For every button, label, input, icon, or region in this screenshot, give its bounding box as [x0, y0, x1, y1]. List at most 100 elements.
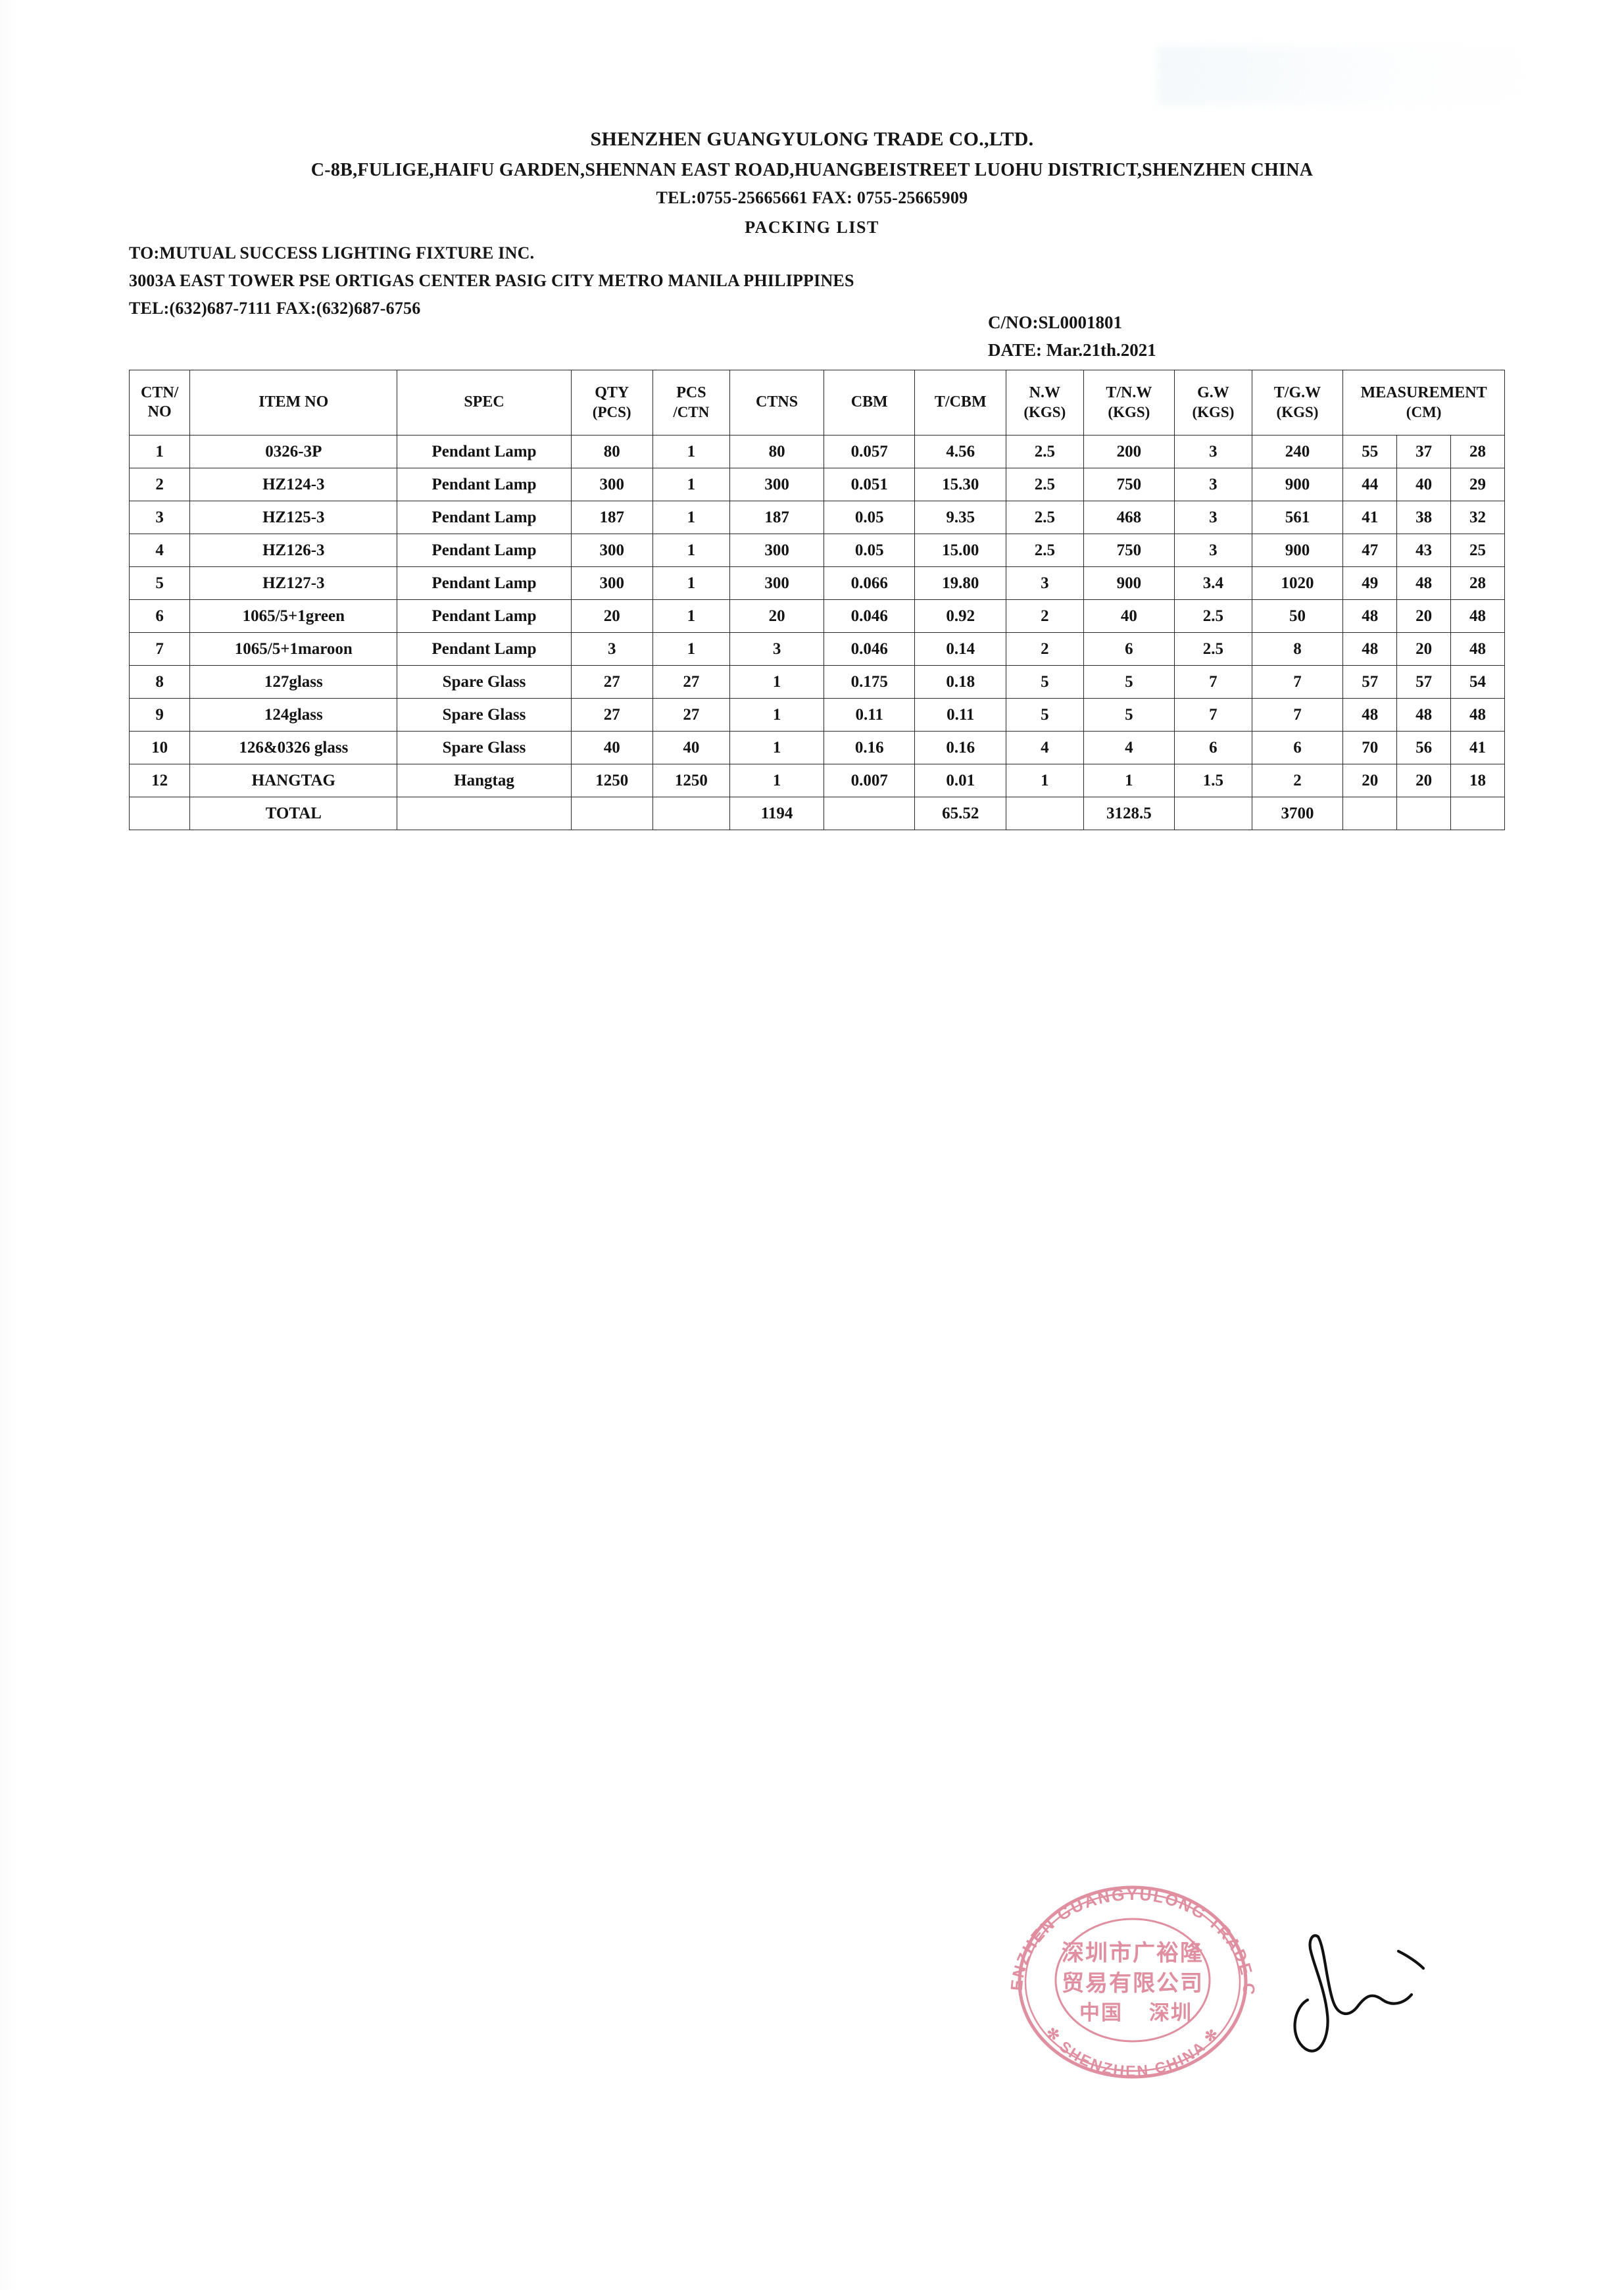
cell-pcs-per-ctn: 27 — [652, 665, 731, 699]
cell-pcs-per-ctn: 40 — [652, 731, 731, 764]
company-stamp: SHENZHEN GUANGYULONG TRADE CO. ✻ SHENZHE… — [987, 1859, 1271, 2091]
col-header-qty: QTY (PCS) — [570, 370, 653, 436]
cell-ctn-no: 3 — [128, 501, 191, 534]
cell-length: 57 — [1342, 665, 1398, 699]
cell-height: 41 — [1450, 731, 1505, 764]
svg-text:✻ SHENZHEN CHINA ✻: ✻ SHENZHEN CHINA ✻ — [1043, 2024, 1223, 2079]
svg-text:贸易有限公司: 贸易有限公司 — [1062, 1970, 1204, 1997]
cell-ctn-no: 2 — [128, 468, 191, 501]
cell-width: 48 — [1396, 698, 1451, 732]
cell-qty: 40 — [570, 731, 653, 764]
cell-cbm: 0.05 — [823, 501, 916, 534]
cell-length: 48 — [1342, 698, 1398, 732]
cell-net-weight: 5 — [1006, 698, 1084, 732]
cell-spec: Pendant Lamp — [397, 435, 572, 468]
cell-total-cbm: 19.80 — [914, 566, 1007, 600]
cell-total-net-weight: 750 — [1083, 534, 1175, 567]
total-cell-net-weight — [1006, 797, 1084, 830]
cell-width: 57 — [1396, 665, 1451, 699]
cell-spec: Pendant Lamp — [397, 599, 572, 633]
cell-cbm: 0.066 — [823, 566, 916, 600]
col-header-ctn-no: CTN/ NO — [128, 370, 191, 436]
cell-item-no: 1065/5+1maroon — [189, 632, 398, 666]
table-row: 4 HZ126-3 Pendant Lamp 300 1 300 0.05 15.00 2.5 7… — [128, 534, 1505, 567]
cell-item-no: HZ125-3 — [189, 501, 398, 534]
cell-pcs-per-ctn: 27 — [652, 698, 731, 732]
cell-item-no: 127glass — [189, 665, 398, 699]
cell-height: 25 — [1450, 534, 1505, 567]
cell-total-net-weight: 900 — [1083, 566, 1175, 600]
table-body: 1 0326-3P Pendant Lamp 80 1 80 0.057 4.56 2.5 200… — [128, 435, 1505, 830]
cell-gross-weight: 3.4 — [1174, 566, 1252, 600]
cell-gross-weight: 3 — [1174, 534, 1252, 567]
cell-qty: 300 — [570, 534, 653, 567]
table-row: 10 126&0326 glass Spare Glass 40 40 1 0.16 0.16… — [128, 731, 1505, 764]
cell-width: 56 — [1396, 731, 1451, 764]
col-header-net-weight: N.W (KGS) — [1006, 370, 1084, 436]
company-address: C-8B,FULIGE,HAIFU GARDEN,SHENNAN EAST RO… — [310, 159, 1314, 180]
cell-total-cbm: 15.00 — [914, 534, 1007, 567]
cell-pcs-per-ctn: 1 — [652, 534, 731, 567]
cell-gross-weight: 6 — [1174, 731, 1252, 764]
total-cell-ctns: 1194 — [729, 797, 824, 830]
total-cell-height — [1450, 797, 1505, 830]
cell-qty: 300 — [570, 566, 653, 600]
cell-net-weight: 2.5 — [1006, 468, 1084, 501]
company-tel-fax: TEL:0755-25665661 FAX: 0755-25665909 — [656, 187, 968, 207]
col-header-total-net-weight: T/N.W (KGS) — [1083, 370, 1175, 436]
consignee-tel-fax: TEL:(632)687-7111 FAX:(632)687-6756 — [129, 299, 421, 318]
cell-pcs-per-ctn: 1 — [652, 632, 731, 666]
cell-length: 48 — [1342, 632, 1398, 666]
cell-pcs-per-ctn: 1 — [652, 566, 731, 600]
cell-pcs-per-ctn: 1 — [652, 599, 731, 633]
carton-number: C/NO:SL0001801 — [988, 312, 1123, 332]
cell-height: 28 — [1450, 435, 1505, 468]
consignee-address: 3003A EAST TOWER PSE ORTIGAS CENTER PASI… — [129, 271, 854, 291]
col-header-qty-unit: (PCS) — [592, 403, 631, 420]
cell-qty: 27 — [570, 665, 653, 699]
cell-ctns: 1 — [729, 731, 824, 764]
col-header-pcs-unit: /CTN — [673, 403, 710, 420]
document-title: PACKING LIST — [745, 218, 879, 237]
cell-gross-weight: 2.5 — [1174, 632, 1252, 666]
cell-length: 20 — [1342, 764, 1398, 797]
cell-gross-weight: 7 — [1174, 698, 1252, 732]
total-label: TOTAL — [189, 797, 398, 830]
cell-ctns: 1 — [729, 698, 824, 732]
cell-ctns: 80 — [729, 435, 824, 468]
cell-total-gross-weight: 240 — [1251, 435, 1344, 468]
cell-ctn-no: 7 — [128, 632, 191, 666]
cell-height: 18 — [1450, 764, 1505, 797]
cell-height: 48 — [1450, 599, 1505, 633]
col-header-nw-unit: (KGS) — [1023, 403, 1066, 420]
cell-width: 20 — [1396, 632, 1451, 666]
cell-net-weight: 2 — [1006, 599, 1084, 633]
cell-spec: Pendant Lamp — [397, 534, 572, 567]
cell-gross-weight: 3 — [1174, 435, 1252, 468]
cell-total-cbm: 4.56 — [914, 435, 1007, 468]
cell-total-gross-weight: 6 — [1251, 731, 1344, 764]
cell-width: 48 — [1396, 566, 1451, 600]
total-cell-length — [1342, 797, 1398, 830]
cell-total-net-weight: 40 — [1083, 599, 1175, 633]
cell-cbm: 0.046 — [823, 632, 916, 666]
cell-gross-weight: 3 — [1174, 468, 1252, 501]
cell-cbm: 0.175 — [823, 665, 916, 699]
col-header-ctn-no-line1: CTN/ — [141, 384, 179, 401]
cell-item-no: 0326-3P — [189, 435, 398, 468]
cell-qty: 300 — [570, 468, 653, 501]
cell-pcs-per-ctn: 1 — [652, 468, 731, 501]
cell-qty: 1250 — [570, 764, 653, 797]
col-header-total-gross-weight: T/G.W (KGS) — [1251, 370, 1344, 436]
cell-gross-weight: 7 — [1174, 665, 1252, 699]
cell-gross-weight: 2.5 — [1174, 599, 1252, 633]
cell-total-net-weight: 5 — [1083, 665, 1175, 699]
cell-length: 47 — [1342, 534, 1398, 567]
col-header-total-cbm: T/CBM — [914, 370, 1007, 436]
total-cell-total-cbm: 65.52 — [914, 797, 1007, 830]
packing-list-table: CTN/ NO ITEM NO SPEC QTY (PCS) PCS /CTN … — [128, 370, 1505, 830]
cell-item-no: HZ127-3 — [189, 566, 398, 600]
cell-ctn-no: 6 — [128, 599, 191, 633]
cell-spec: Spare Glass — [397, 731, 572, 764]
cell-qty: 27 — [570, 698, 653, 732]
